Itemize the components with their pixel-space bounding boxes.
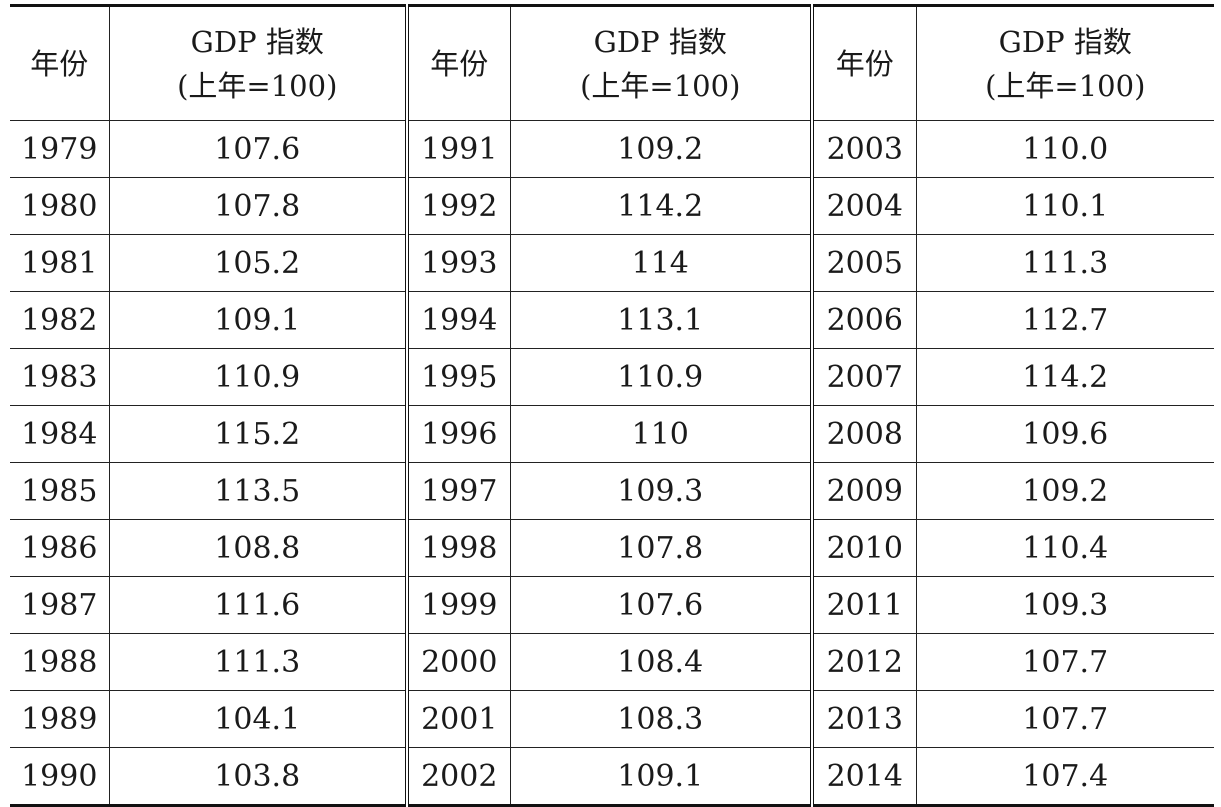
year-cell: 2004	[812, 177, 917, 235]
year-cell: 1986	[10, 519, 110, 577]
index-cell: 110.1	[916, 177, 1214, 235]
index-cell: 108.3	[510, 690, 814, 748]
index-cell: 104.1	[109, 690, 409, 748]
year-cell: 2007	[812, 348, 917, 406]
table-row: 1987 111.6 1999 107.6 2011 109.3	[10, 576, 1214, 634]
header-index-cell: GDP 指数 (上年=100)	[916, 4, 1214, 121]
header-index-cell: GDP 指数 (上年=100)	[109, 4, 409, 121]
year-cell: 1996	[407, 405, 511, 463]
table-row: 1990 103.8 2002 109.1 2014 107.4	[10, 747, 1214, 807]
table-row: 1981 105.2 1993 114 2005 111.3	[10, 234, 1214, 292]
index-cell: 109.2	[916, 462, 1214, 520]
table-row: 1985 113.5 1997 109.3 2009 109.2	[10, 462, 1214, 520]
index-cell: 115.2	[109, 405, 409, 463]
header-year-cell: 年份	[812, 4, 917, 121]
index-cell: 111.6	[109, 576, 409, 634]
index-cell: 107.8	[109, 177, 409, 235]
index-cell: 112.7	[916, 291, 1214, 349]
index-cell: 107.6	[510, 576, 814, 634]
year-cell: 2013	[812, 690, 917, 748]
year-cell: 1992	[407, 177, 511, 235]
header-year-cell: 年份	[10, 4, 110, 121]
index-cell: 110	[510, 405, 814, 463]
index-cell: 108.8	[109, 519, 409, 577]
year-cell: 1998	[407, 519, 511, 577]
year-cell: 2010	[812, 519, 917, 577]
table-row: 1979 107.6 1991 109.2 2003 110.0	[10, 120, 1214, 178]
header-index-sub: (上年=100)	[177, 68, 338, 103]
index-cell: 109.3	[916, 576, 1214, 634]
index-cell: 107.8	[510, 519, 814, 577]
header-index-label: GDP 指数	[190, 24, 324, 59]
index-cell: 111.3	[916, 234, 1214, 292]
header-index-sub: (上年=100)	[985, 68, 1146, 103]
year-cell: 1993	[407, 234, 511, 292]
index-cell: 110.9	[109, 348, 409, 406]
gdp-index-table: 年份 GDP 指数 (上年=100) 年份 GDP 指数 (上年=100) 年份…	[10, 4, 1214, 807]
index-cell: 109.1	[109, 291, 409, 349]
header-index-cell: GDP 指数 (上年=100)	[510, 4, 814, 121]
index-cell: 107.6	[109, 120, 409, 178]
index-cell: 107.4	[916, 747, 1214, 807]
index-cell: 111.3	[109, 633, 409, 691]
table-row: 1988 111.3 2000 108.4 2012 107.7	[10, 633, 1214, 691]
year-cell: 2002	[407, 747, 511, 807]
header-row: 年份 GDP 指数 (上年=100) 年份 GDP 指数 (上年=100) 年份…	[10, 4, 1214, 121]
index-cell: 114.2	[510, 177, 814, 235]
year-cell: 1983	[10, 348, 110, 406]
year-cell: 1991	[407, 120, 511, 178]
index-cell: 114.2	[916, 348, 1214, 406]
year-cell: 1990	[10, 747, 110, 807]
index-cell: 113.1	[510, 291, 814, 349]
year-cell: 1995	[407, 348, 511, 406]
year-cell: 2003	[812, 120, 917, 178]
year-cell: 1989	[10, 690, 110, 748]
year-cell: 2001	[407, 690, 511, 748]
year-cell: 1988	[10, 633, 110, 691]
index-cell: 110.0	[916, 120, 1214, 178]
index-cell: 109.6	[916, 405, 1214, 463]
year-cell: 2005	[812, 234, 917, 292]
year-cell: 1981	[10, 234, 110, 292]
header-index-label: GDP 指数	[593, 24, 727, 59]
index-cell: 114	[510, 234, 814, 292]
index-cell: 107.7	[916, 690, 1214, 748]
index-cell: 113.5	[109, 462, 409, 520]
index-cell: 109.2	[510, 120, 814, 178]
index-cell: 109.3	[510, 462, 814, 520]
year-cell: 2009	[812, 462, 917, 520]
index-cell: 108.4	[510, 633, 814, 691]
year-cell: 2000	[407, 633, 511, 691]
year-cell: 1994	[407, 291, 511, 349]
table-row: 1984 115.2 1996 110 2008 109.6	[10, 405, 1214, 463]
header-year-cell: 年份	[407, 4, 511, 121]
index-cell: 110.9	[510, 348, 814, 406]
year-cell: 2014	[812, 747, 917, 807]
header-index-label: GDP 指数	[998, 24, 1132, 59]
year-cell: 2012	[812, 633, 917, 691]
year-cell: 2011	[812, 576, 917, 634]
year-cell: 1984	[10, 405, 110, 463]
index-cell: 103.8	[109, 747, 409, 807]
index-cell: 110.4	[916, 519, 1214, 577]
table-row: 1982 109.1 1994 113.1 2006 112.7	[10, 291, 1214, 349]
year-cell: 2006	[812, 291, 917, 349]
index-cell: 109.1	[510, 747, 814, 807]
year-cell: 1999	[407, 576, 511, 634]
year-cell: 1997	[407, 462, 511, 520]
year-cell: 1982	[10, 291, 110, 349]
year-cell: 1979	[10, 120, 110, 178]
year-cell: 1987	[10, 576, 110, 634]
header-index-sub: (上年=100)	[580, 68, 741, 103]
table-row: 1989 104.1 2001 108.3 2013 107.7	[10, 690, 1214, 748]
year-cell: 1980	[10, 177, 110, 235]
table-row: 1980 107.8 1992 114.2 2004 110.1	[10, 177, 1214, 235]
year-cell: 2008	[812, 405, 917, 463]
index-cell: 105.2	[109, 234, 409, 292]
table-row: 1983 110.9 1995 110.9 2007 114.2	[10, 348, 1214, 406]
year-cell: 1985	[10, 462, 110, 520]
table-row: 1986 108.8 1998 107.8 2010 110.4	[10, 519, 1214, 577]
index-cell: 107.7	[916, 633, 1214, 691]
table-body: 年份 GDP 指数 (上年=100) 年份 GDP 指数 (上年=100) 年份…	[10, 4, 1214, 807]
